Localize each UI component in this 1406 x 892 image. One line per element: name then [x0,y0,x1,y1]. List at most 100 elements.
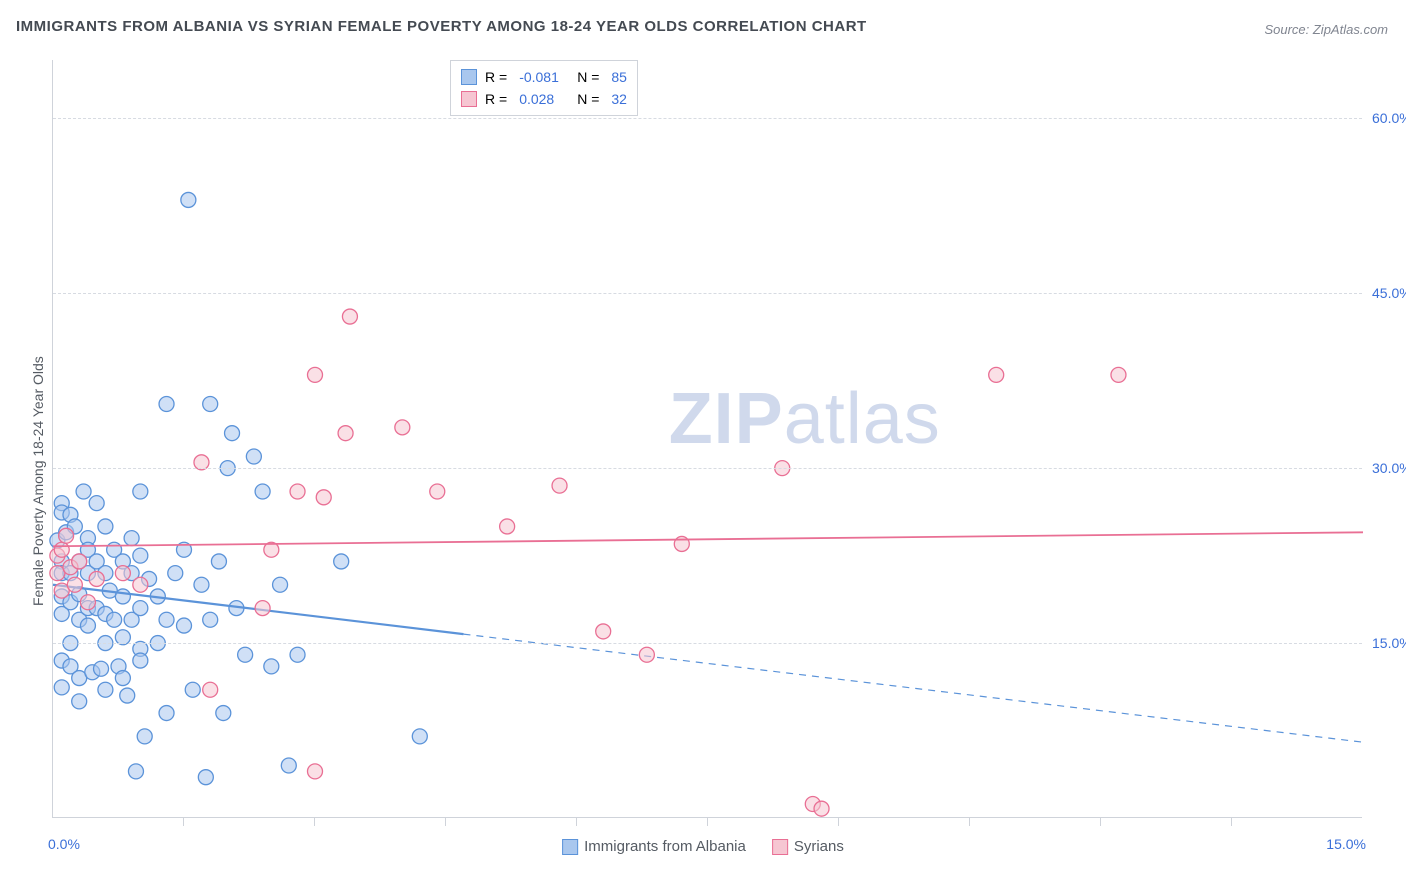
data-point [334,554,349,569]
gridline [53,468,1362,469]
data-point [72,694,87,709]
data-point [246,449,261,464]
gridline [53,643,1362,644]
data-point [124,531,139,546]
legend-swatch [772,839,788,855]
scatter-svg [53,60,1363,818]
data-point [225,426,240,441]
data-point [281,758,296,773]
data-point [120,688,135,703]
data-point [80,595,95,610]
data-point [54,542,69,557]
data-point [238,647,253,662]
data-point [211,554,226,569]
data-point [89,496,104,511]
y-axis-label: Female Poverty Among 18-24 Year Olds [30,356,46,606]
x-minor-tick [445,818,446,826]
gridline [53,293,1362,294]
data-point [94,661,109,676]
data-point [177,618,192,633]
data-point [316,490,331,505]
data-point [137,729,152,744]
x-minor-tick [314,818,315,826]
data-point [133,577,148,592]
legend-n-value: 32 [607,91,627,107]
data-point [98,519,113,534]
x-minor-tick [576,818,577,826]
data-point [203,397,218,412]
legend-r-label: R = [485,91,507,107]
data-point [128,764,143,779]
chart-title: IMMIGRANTS FROM ALBANIA VS SYRIAN FEMALE… [16,18,867,35]
legend-n-value: 85 [607,69,627,85]
data-point [107,612,122,627]
data-point [133,548,148,563]
y-tick-label: 30.0% [1372,460,1406,476]
plot-area: ZIPatlas [52,60,1362,818]
data-point [198,770,213,785]
data-point [639,647,654,662]
data-point [98,682,113,697]
data-point [159,706,174,721]
data-point [115,671,130,686]
data-point [216,706,231,721]
data-point [133,653,148,668]
data-point [159,612,174,627]
data-point [412,729,427,744]
legend-r-value: 0.028 [515,91,569,107]
data-point [185,682,200,697]
data-point [308,764,323,779]
legend-n-label: N = [577,69,599,85]
stats-legend-row: R = -0.081 N = 85 [461,66,627,88]
stats-legend: R = -0.081 N = 85 R = 0.028 N = 32 [450,60,638,116]
data-point [54,680,69,695]
data-point [203,682,218,697]
trend-line [53,532,1363,546]
x-minor-tick [1100,818,1101,826]
x-minor-tick [183,818,184,826]
data-point [273,577,288,592]
data-point [255,601,270,616]
data-point [115,566,130,581]
data-point [308,367,323,382]
data-point [72,554,87,569]
legend-r-value: -0.081 [515,69,569,85]
data-point [67,577,82,592]
data-point [342,309,357,324]
y-tick-label: 45.0% [1372,285,1406,301]
legend-swatch [562,839,578,855]
data-point [168,566,183,581]
data-point [255,484,270,499]
data-point [338,426,353,441]
data-point [203,612,218,627]
data-point [552,478,567,493]
legend-swatch [461,91,477,107]
x-minor-tick [707,818,708,826]
series-legend-item: Syrians [772,838,844,855]
data-point [89,571,104,586]
source-attribution: Source: ZipAtlas.com [1264,22,1388,37]
y-tick-label: 15.0% [1372,635,1406,651]
legend-n-label: N = [577,91,599,107]
x-axis-start-label: 0.0% [48,836,80,852]
stats-legend-row: R = 0.028 N = 32 [461,88,627,110]
trend-line-extrapolated [463,634,1363,742]
x-minor-tick [1231,818,1232,826]
gridline [53,118,1362,119]
data-point [430,484,445,499]
data-point [500,519,515,534]
x-minor-tick [969,818,970,826]
y-tick-label: 60.0% [1372,110,1406,126]
data-point [76,484,91,499]
data-point [80,618,95,633]
data-point [59,528,74,543]
data-point [395,420,410,435]
data-point [1111,367,1126,382]
data-point [814,801,829,816]
legend-r-label: R = [485,69,507,85]
data-point [264,659,279,674]
data-point [159,397,174,412]
legend-swatch [461,69,477,85]
data-point [989,367,1004,382]
series-name: Immigrants from Albania [584,838,746,855]
